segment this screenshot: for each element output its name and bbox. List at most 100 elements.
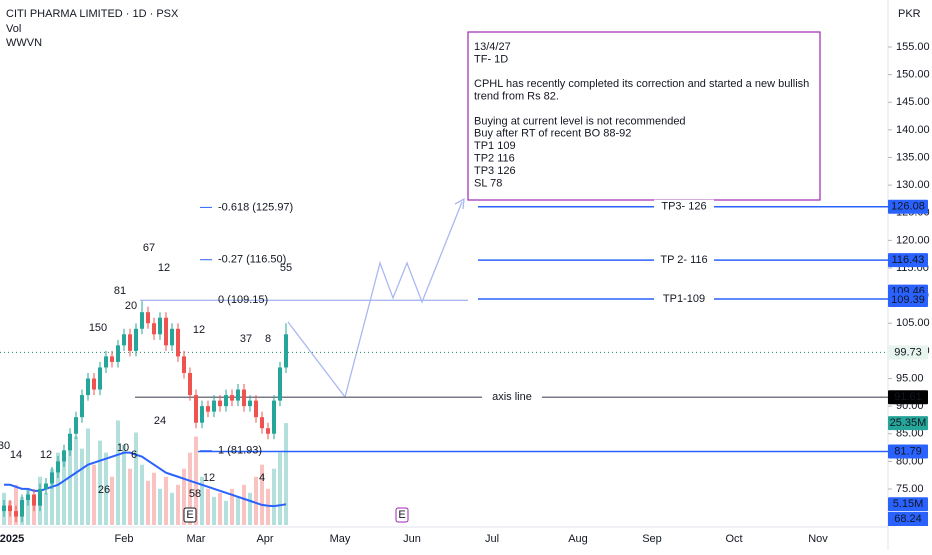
fib-label: 0 (109.15): [218, 294, 268, 306]
y-tick-label: 75.00: [896, 483, 924, 495]
volume-bar: [62, 460, 66, 525]
candle-body: [128, 334, 132, 351]
wwvn-label: 12: [193, 324, 205, 336]
wwvn-label: 58: [189, 488, 201, 500]
chart-title: CITI PHARMA LIMITED · 1D · PSX: [6, 8, 179, 20]
wwvn-label: 8: [265, 333, 271, 345]
wwvn-label: 4: [259, 472, 265, 484]
y-tick-label: 140.00: [896, 124, 930, 136]
candle-body: [122, 334, 126, 346]
level-label-bg: [654, 199, 714, 214]
candle-body: [20, 500, 24, 517]
volume-bar: [194, 436, 198, 525]
event-marker: E: [398, 509, 405, 521]
y-tick-label: 135.00: [896, 151, 930, 163]
volume-bar: [98, 440, 102, 525]
candle-body: [92, 378, 96, 390]
candle-body: [152, 323, 156, 335]
candle-body: [218, 400, 222, 407]
fib-label: 1 (81.93): [218, 445, 262, 457]
price-label: 109.39: [891, 294, 925, 306]
candle-body: [140, 312, 144, 329]
fib-label: -0.618 (125.97): [218, 201, 293, 213]
volume-bar: [14, 484, 18, 525]
candle-body: [230, 395, 234, 401]
volume-bar: [272, 468, 276, 525]
note-line: CPHL has recently completed its correcti…: [474, 78, 809, 90]
volume-bar: [44, 492, 48, 525]
volume-bar: [284, 423, 288, 525]
price-label: 25.35M: [890, 417, 927, 429]
wwvn-label: 150: [89, 322, 107, 334]
x-tick-label: Aug: [568, 533, 588, 545]
candle-body: [224, 395, 228, 407]
candle-body: [116, 345, 120, 362]
volume-bar: [176, 484, 180, 525]
volume-ma: [4, 451, 287, 508]
projection-arrow: [454, 197, 465, 210]
candle-body: [182, 356, 186, 373]
volume-bar: [122, 444, 126, 525]
candle-body: [236, 389, 240, 401]
candle-body: [74, 417, 78, 434]
candle-body: [272, 400, 276, 434]
volume-bar: [32, 504, 36, 525]
wwvn-label: 20: [125, 300, 137, 312]
candle-body: [242, 389, 246, 407]
volume-bar: [86, 428, 90, 525]
wwvn-label: 12: [40, 449, 52, 461]
level-label: axis line: [492, 391, 532, 403]
indicator-label: WWVN: [6, 37, 42, 49]
candle-body: [200, 406, 204, 423]
candle-body: [284, 334, 288, 368]
note-line: 13/4/27: [474, 41, 511, 53]
candle-body: [146, 312, 150, 324]
wwvn-label: 6: [131, 449, 137, 461]
candle-body: [206, 406, 210, 412]
price-label: 68.24: [894, 513, 922, 525]
candle-body: [104, 356, 108, 368]
candle-body: [248, 400, 252, 407]
x-tick-label: May: [330, 533, 351, 545]
y-tick-label: 120.00: [896, 234, 930, 246]
volume-bar: [104, 452, 108, 525]
wwvn-label: 14: [10, 449, 22, 461]
x-tick-label: Jun: [403, 533, 421, 545]
volume-bar: [248, 492, 252, 525]
price-label: 99.73: [894, 346, 922, 358]
wwvn-label: 81: [114, 285, 126, 297]
y-tick-label: 150.00: [896, 69, 930, 81]
volume-bar: [92, 464, 96, 525]
candle-body: [164, 317, 168, 346]
note-line: TP3 126: [474, 165, 516, 177]
price-label-bg: [888, 199, 928, 214]
wwvn-label: 67: [143, 242, 155, 254]
y-tick-label: 145.00: [896, 96, 930, 108]
candle-body: [170, 328, 174, 346]
level-label: TP 2- 116: [660, 254, 707, 266]
candle-body: [176, 328, 180, 357]
x-tick-label: Jul: [485, 533, 499, 545]
x-tick-label: 2025: [0, 533, 24, 545]
volume-bar: [266, 488, 270, 525]
x-tick-label: Sep: [642, 533, 662, 545]
candle-body: [260, 417, 264, 429]
wwvn-label: 10: [117, 442, 129, 454]
price-label-bg: [888, 497, 928, 512]
volume-bar: [128, 468, 132, 525]
fib-label: -0.27 (116.50): [218, 254, 286, 266]
volume-bar: [68, 444, 72, 525]
candle-body: [188, 372, 192, 396]
wwvn-label: 37: [240, 333, 252, 345]
indicator-label: Vol: [6, 23, 21, 35]
note-line: trend from Rs 82.: [474, 91, 559, 103]
volume-bar: [56, 452, 60, 525]
price-label: 81.79: [894, 445, 922, 457]
price-label-bg: [888, 416, 928, 431]
event-marker: E: [186, 509, 193, 521]
candle-body: [98, 367, 102, 390]
volume-bar: [254, 476, 258, 525]
candle-body: [56, 461, 60, 473]
wwvn-label: 26: [98, 484, 110, 496]
